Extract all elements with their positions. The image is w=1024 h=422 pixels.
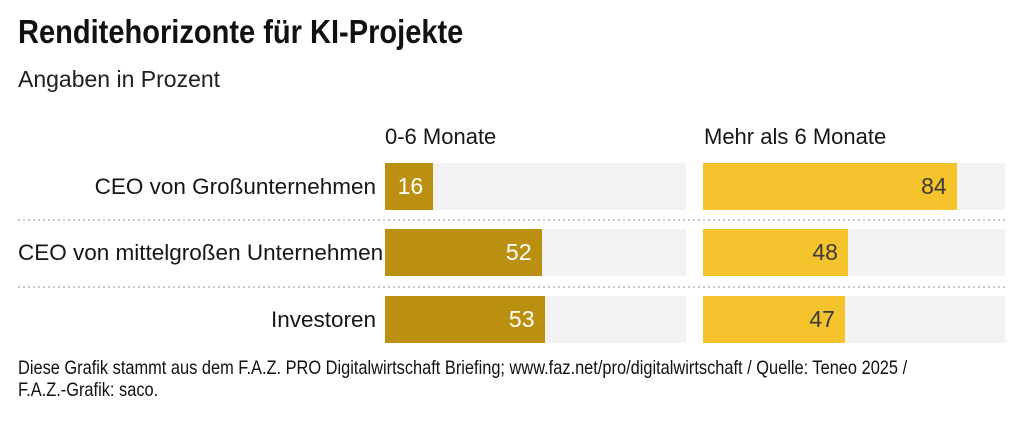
bar-value: 47 [809, 306, 835, 332]
source-note-line-2: F.A.Z.-Grafik: saco. [18, 379, 159, 401]
bar-value: 16 [397, 173, 424, 199]
bar-track-right: 48 [703, 229, 1005, 276]
row-separator [18, 219, 1006, 221]
bar-value: 52 [505, 239, 532, 265]
column-header-mehr-als-6-monate: Mehr als 6 Monate [704, 124, 887, 149]
bar-track-left: 52 [385, 229, 686, 276]
chart-row-investoren: Investoren 53 47 [0, 296, 1024, 343]
bar-fill-mehr-als-6-monate: 48 [703, 229, 848, 276]
bar-track-right: 84 [703, 163, 1005, 210]
bar-fill-0-6-monate: 53 [385, 296, 545, 343]
bar-value: 48 [812, 239, 838, 265]
bar-value: 53 [508, 306, 535, 332]
chart-subtitle: Angaben in Prozent [18, 66, 221, 92]
column-header-0-6-monate: 0-6 Monate [385, 124, 497, 149]
bar-track-left: 53 [385, 296, 686, 343]
source-note-line-1: Diese Grafik stammt aus dem F.A.Z. PRO D… [18, 357, 908, 379]
bar-fill-0-6-monate: 16 [385, 163, 434, 210]
chart-row-ceo-grossunternehmen: CEO von Großunternehmen 16 84 [0, 163, 1024, 210]
row-separator [18, 286, 1006, 288]
chart-row-ceo-mittelgrosse-unternehmen: CEO von mittelgroßen Unternehmen 52 48 [0, 229, 1024, 276]
bar-track-right: 47 [703, 296, 1005, 343]
source-note: Diese Grafik stammt aus dem F.A.Z. PRO D… [18, 357, 907, 401]
row-label: CEO von Großunternehmen [94, 173, 376, 199]
bar-fill-mehr-als-6-monate: 47 [703, 296, 845, 343]
page-title: Renditehorizonte für KI-Projekte [18, 13, 464, 50]
bar-fill-0-6-monate: 52 [385, 229, 542, 276]
bar-track-left: 16 [385, 163, 686, 210]
bar-fill-mehr-als-6-monate: 84 [703, 163, 957, 210]
row-label: Investoren [270, 306, 376, 332]
bar-value: 84 [921, 173, 947, 199]
row-label: CEO von mittelgroßen Unternehmen [18, 239, 384, 265]
